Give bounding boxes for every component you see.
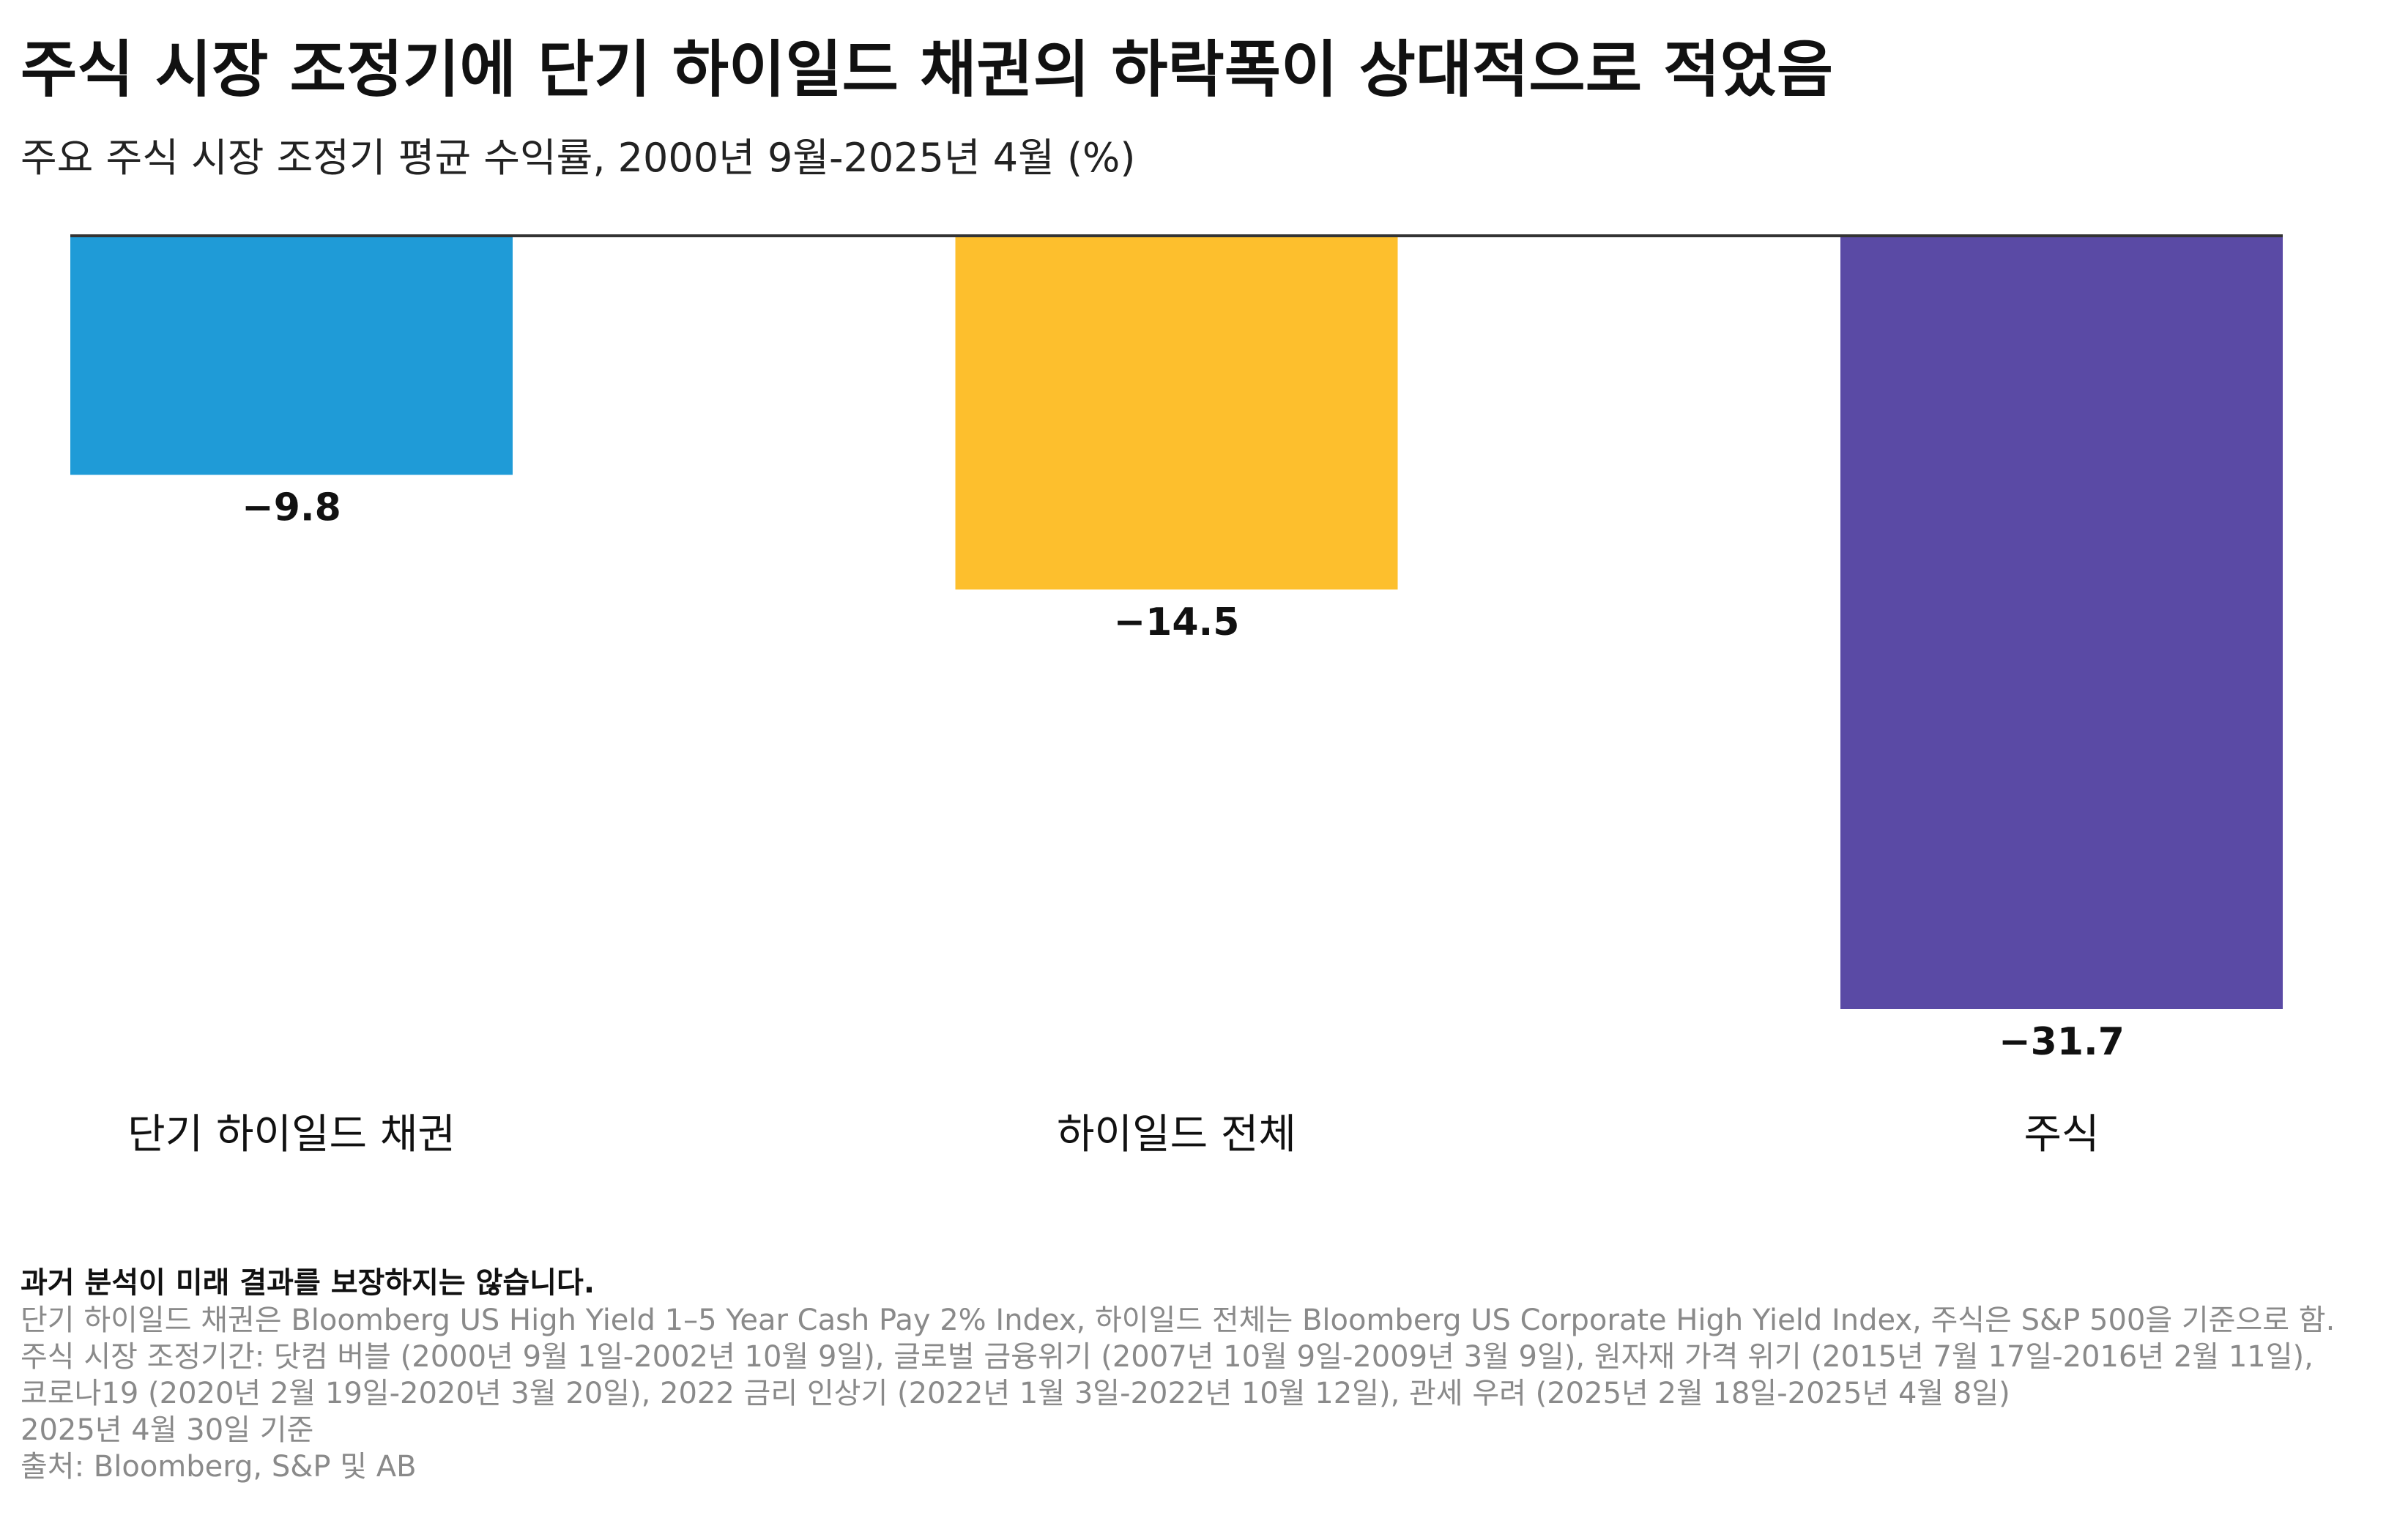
disclaimer: 과거 분석이 미래 결과를 보장하지는 않습니다. xyxy=(21,1266,595,1300)
footnote-date: 2025년 4월 30일 기준 xyxy=(21,1413,314,1447)
category-label-2: 하이일드 전체 xyxy=(1057,1111,1296,1158)
value-label-1: −9.8 xyxy=(242,486,341,529)
bar-chart: −9.8 단기 하이일드 채권 −14.5 하이일드 전체 −31.7 주식 xyxy=(70,234,2283,1158)
chart-subtitle: 주요 주식 시장 조정기 평균 수익률, 2000년 9월-2025년 4월 (… xyxy=(21,135,1136,181)
bar-2 xyxy=(955,236,1398,590)
bar-1 xyxy=(70,236,513,475)
footnote-indices: 단기 하이일드 채권은 Bloomberg US High Yield 1–5 … xyxy=(21,1303,2335,1337)
category-label-3: 주식 xyxy=(2023,1111,2099,1158)
chart-footer: 과거 분석이 미래 결과를 보장하지는 않습니다. 단기 하이일드 채권은 Bl… xyxy=(21,1264,2386,1485)
category-label-1: 단기 하이일드 채권 xyxy=(127,1111,456,1158)
footnote-source: 출처: Bloomberg, S&P 및 AB xyxy=(21,1450,417,1484)
chart-title: 주식 시장 조정기에 단기 하이일드 채권의 하락폭이 상대적으로 적었음 xyxy=(21,34,1834,105)
footnote-periods-1: 주식 시장 조정기간: 닷컴 버블 (2000년 9월 1일-2002년 10월… xyxy=(21,1340,2314,1374)
bar-3 xyxy=(1840,236,2283,1009)
bars-layer xyxy=(70,236,2283,1009)
value-label-2: −14.5 xyxy=(1114,600,1240,644)
value-label-3: −31.7 xyxy=(1999,1020,2125,1064)
footnote-periods-2: 코로나19 (2020년 2월 19일-2020년 3월 20일), 2022 … xyxy=(21,1377,2010,1410)
labels-layer: −9.8 단기 하이일드 채권 −14.5 하이일드 전체 −31.7 주식 xyxy=(127,486,2125,1158)
